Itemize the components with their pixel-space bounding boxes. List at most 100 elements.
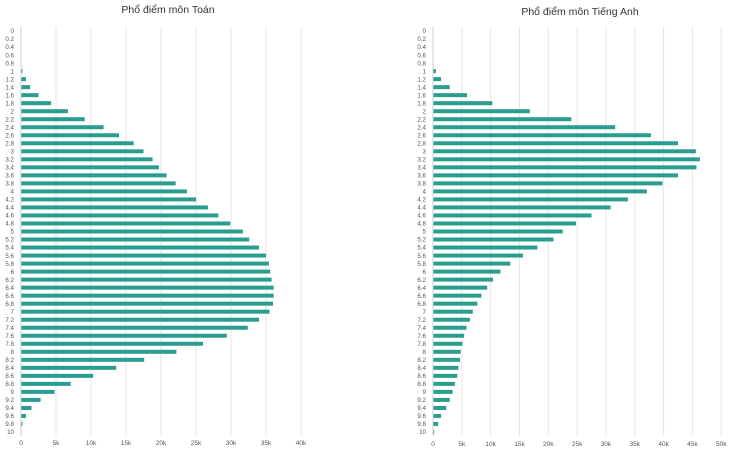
math-bar bbox=[21, 293, 274, 298]
english-category-label: 7.2 bbox=[417, 317, 426, 324]
english-bar bbox=[433, 253, 523, 258]
english-bar bbox=[433, 269, 501, 274]
math-category-label: 6 bbox=[11, 269, 15, 276]
math-category-label: 4.2 bbox=[5, 197, 14, 204]
math-category-label: 5.6 bbox=[5, 253, 14, 260]
math-category-label: 3.4 bbox=[5, 165, 14, 172]
math-bar bbox=[21, 285, 274, 290]
math-category-label: 7.4 bbox=[5, 325, 14, 332]
math-category-label: 8.2 bbox=[5, 357, 14, 364]
math-bar bbox=[21, 221, 231, 226]
english-bar bbox=[433, 357, 461, 362]
math-category-label: 5.8 bbox=[5, 261, 14, 268]
english-bar bbox=[433, 301, 478, 306]
math-category-label: 5.4 bbox=[5, 245, 14, 252]
math-bar bbox=[21, 237, 250, 242]
english-category-label: 3 bbox=[423, 149, 427, 156]
english-bar bbox=[433, 397, 450, 402]
math-category-label: 5.2 bbox=[5, 237, 14, 244]
math-category-label: 8.8 bbox=[5, 381, 14, 388]
math-category-label: 6.8 bbox=[5, 301, 14, 308]
math-category-label: 4 bbox=[11, 189, 15, 196]
english-x-tick-label: 50k bbox=[716, 441, 727, 448]
english-category-label: 9.4 bbox=[417, 405, 426, 412]
math-category-label: 9 bbox=[11, 389, 15, 396]
math-category-label: 1.2 bbox=[5, 76, 14, 83]
math-x-tick-label: 5k bbox=[53, 440, 61, 447]
math-category-label: 8.6 bbox=[5, 373, 14, 380]
math-bar bbox=[21, 69, 23, 74]
english-x-tick-label: 35k bbox=[630, 441, 641, 448]
math-bar bbox=[21, 373, 94, 378]
math-bar bbox=[21, 133, 119, 138]
english-category-label: 6.4 bbox=[417, 285, 426, 292]
english-bar bbox=[433, 341, 463, 346]
english-category-label: 2.2 bbox=[417, 116, 426, 123]
math-bar bbox=[21, 197, 196, 202]
english-bar bbox=[433, 413, 442, 418]
english-category-label: 2.6 bbox=[417, 132, 426, 139]
math-x-tick-label: 0 bbox=[19, 440, 23, 447]
english-category-label: 0 bbox=[423, 28, 427, 35]
english-bar bbox=[433, 429, 435, 434]
english-category-label: 5.6 bbox=[417, 253, 426, 260]
math-category-label: 8 bbox=[11, 349, 15, 356]
math-category-label: 2.6 bbox=[5, 132, 14, 139]
english-bar bbox=[433, 69, 436, 74]
math-category-label: 4.4 bbox=[5, 205, 14, 212]
english-bar bbox=[433, 229, 563, 234]
english-bar bbox=[433, 181, 663, 186]
english-category-label: 7.6 bbox=[417, 333, 426, 340]
math-bar bbox=[21, 365, 117, 370]
math-bar bbox=[21, 413, 26, 418]
math-category-label: 2 bbox=[11, 108, 15, 115]
math-category-label: 7.2 bbox=[5, 317, 14, 324]
english-category-label: 8.4 bbox=[417, 365, 426, 372]
math-category-label: 1.8 bbox=[5, 100, 14, 107]
english-category-label: 8.8 bbox=[417, 381, 426, 388]
math-x-tick-label: 35k bbox=[261, 440, 272, 447]
english-bar bbox=[433, 373, 458, 378]
math-bar bbox=[21, 189, 187, 194]
math-bar bbox=[21, 349, 177, 354]
english-category-label: 1.2 bbox=[417, 76, 426, 83]
english-bar bbox=[433, 77, 442, 82]
math-bar bbox=[21, 93, 39, 98]
math-bar bbox=[21, 245, 259, 250]
english-category-label: 8.2 bbox=[417, 357, 426, 364]
math-category-label: 9.4 bbox=[5, 405, 14, 412]
english-category-label: 3.6 bbox=[417, 173, 426, 180]
english-bar bbox=[433, 125, 616, 130]
english-category-label: 6.2 bbox=[417, 277, 426, 284]
math-x-tick-label: 25k bbox=[191, 440, 202, 447]
english-category-label: 4.2 bbox=[417, 197, 426, 204]
math-category-label: 1.6 bbox=[5, 92, 14, 99]
math-bar bbox=[21, 325, 248, 330]
english-x-tick-label: 45k bbox=[687, 441, 698, 448]
english-category-label: 1.6 bbox=[417, 92, 426, 99]
english-x-tick-label: 40k bbox=[658, 441, 669, 448]
math-x-tick-label: 10k bbox=[86, 440, 97, 447]
math-category-label: 6.4 bbox=[5, 285, 14, 292]
math-bar bbox=[21, 205, 208, 210]
math-bar bbox=[21, 141, 134, 146]
math-bar bbox=[21, 309, 270, 314]
english-category-label: 5.2 bbox=[417, 237, 426, 244]
english-bar bbox=[433, 285, 488, 290]
english-category-label: 4.6 bbox=[417, 213, 426, 220]
english-bar bbox=[433, 149, 696, 154]
math-x-tick-label: 15k bbox=[121, 440, 132, 447]
english-bar bbox=[433, 333, 465, 338]
english-category-label: 10 bbox=[419, 429, 426, 436]
english-category-label: 9.2 bbox=[417, 397, 426, 404]
english-category-label: 0.2 bbox=[417, 36, 426, 43]
math-chart-title: Phổ điểm môn Toán bbox=[121, 4, 214, 16]
math-bar bbox=[21, 149, 144, 154]
math-category-label: 9.6 bbox=[5, 413, 14, 420]
math-x-tick-label: 40k bbox=[296, 440, 307, 447]
english-bar bbox=[433, 317, 470, 322]
english-category-label: 0.8 bbox=[417, 60, 426, 67]
math-category-label: 10 bbox=[7, 429, 14, 436]
english-x-tick-label: 20k bbox=[543, 441, 554, 448]
math-category-label: 2.2 bbox=[5, 116, 14, 123]
